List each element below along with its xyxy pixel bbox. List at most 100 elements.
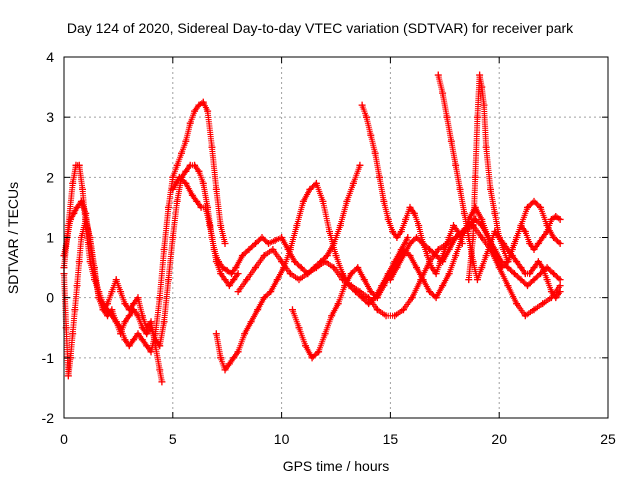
data-point <box>476 71 484 79</box>
data-point <box>530 264 538 272</box>
data-point <box>543 276 551 284</box>
data-point <box>125 312 133 320</box>
data-point <box>75 258 83 266</box>
data-point <box>508 246 516 254</box>
data-point <box>112 318 120 326</box>
data-point <box>112 276 120 284</box>
data-point <box>160 318 168 326</box>
data-point <box>254 306 262 314</box>
x-tick-label: 20 <box>491 431 507 447</box>
data-point <box>230 276 238 284</box>
data-point <box>251 240 259 248</box>
data-point <box>70 209 78 217</box>
data-point <box>156 366 164 374</box>
data-point <box>108 288 116 296</box>
data-point <box>450 221 458 229</box>
data-point <box>556 282 564 290</box>
data-point <box>77 197 85 205</box>
data-point <box>271 237 279 245</box>
data-point <box>447 137 455 145</box>
data-point <box>134 294 142 302</box>
data-point <box>556 288 564 296</box>
data-point <box>73 203 81 211</box>
data-point <box>432 270 440 278</box>
data-point <box>164 203 172 211</box>
data-point <box>336 221 344 229</box>
data-point <box>69 330 77 338</box>
series-s4 <box>169 161 364 278</box>
data-point <box>299 197 307 205</box>
x-tick-label: 25 <box>600 431 616 447</box>
data-point <box>530 197 538 205</box>
data-point <box>143 324 151 332</box>
data-point <box>391 312 399 320</box>
y-tick-label: 2 <box>46 169 54 185</box>
data-point <box>410 209 418 217</box>
y-axis-label: SDTVAR / TECUs <box>5 182 21 294</box>
data-point <box>360 276 368 284</box>
data-point <box>526 240 534 248</box>
data-point <box>432 252 440 260</box>
data-point <box>143 330 151 338</box>
data-point <box>513 300 521 308</box>
data-point <box>478 83 486 91</box>
data-point <box>556 276 564 284</box>
data-point <box>426 246 434 254</box>
data-point <box>108 306 116 314</box>
data-point <box>523 282 531 290</box>
data-point <box>195 101 203 109</box>
data-point <box>521 227 529 235</box>
data-point <box>428 264 436 272</box>
data-point <box>164 276 172 284</box>
data-point <box>504 282 512 290</box>
data-point <box>478 221 486 229</box>
data-point <box>399 306 407 314</box>
data-point <box>443 113 451 121</box>
data-point <box>556 240 564 248</box>
data-point <box>332 252 340 260</box>
data-point <box>64 372 72 380</box>
data-point <box>306 185 314 193</box>
data-point <box>319 197 327 205</box>
data-point <box>182 167 190 175</box>
data-point <box>491 209 499 217</box>
data-point <box>439 282 447 290</box>
data-point <box>426 288 434 296</box>
data-point <box>471 215 479 223</box>
data-point <box>260 294 268 302</box>
data-point <box>495 234 503 241</box>
data-point <box>212 185 220 193</box>
data-point <box>232 264 240 272</box>
series-s2 <box>60 161 242 350</box>
data-point <box>278 258 286 266</box>
data-point <box>389 227 397 235</box>
data-point <box>550 234 558 241</box>
data-point <box>504 258 512 266</box>
data-point <box>376 173 384 181</box>
data-point <box>419 276 427 284</box>
data-point <box>415 221 423 229</box>
data-point <box>537 270 545 278</box>
data-point <box>523 203 531 211</box>
data-point <box>90 264 98 272</box>
x-axis-label: GPS time / hours <box>283 458 390 474</box>
data-point <box>147 318 155 326</box>
data-point <box>221 366 229 374</box>
data-point <box>452 161 460 169</box>
data-point <box>186 119 194 127</box>
x-tick-label: 5 <box>169 431 177 447</box>
data-point <box>228 270 236 278</box>
data-point <box>288 306 296 314</box>
data-point <box>491 246 499 254</box>
data-point <box>245 246 253 254</box>
data-point <box>382 312 390 320</box>
data-point <box>530 276 538 284</box>
data-point <box>510 270 518 278</box>
data-point <box>297 264 305 272</box>
data-point <box>204 107 212 115</box>
data-point <box>393 234 401 241</box>
data-point <box>413 264 421 272</box>
data-point <box>199 179 207 187</box>
data-point <box>273 276 281 284</box>
